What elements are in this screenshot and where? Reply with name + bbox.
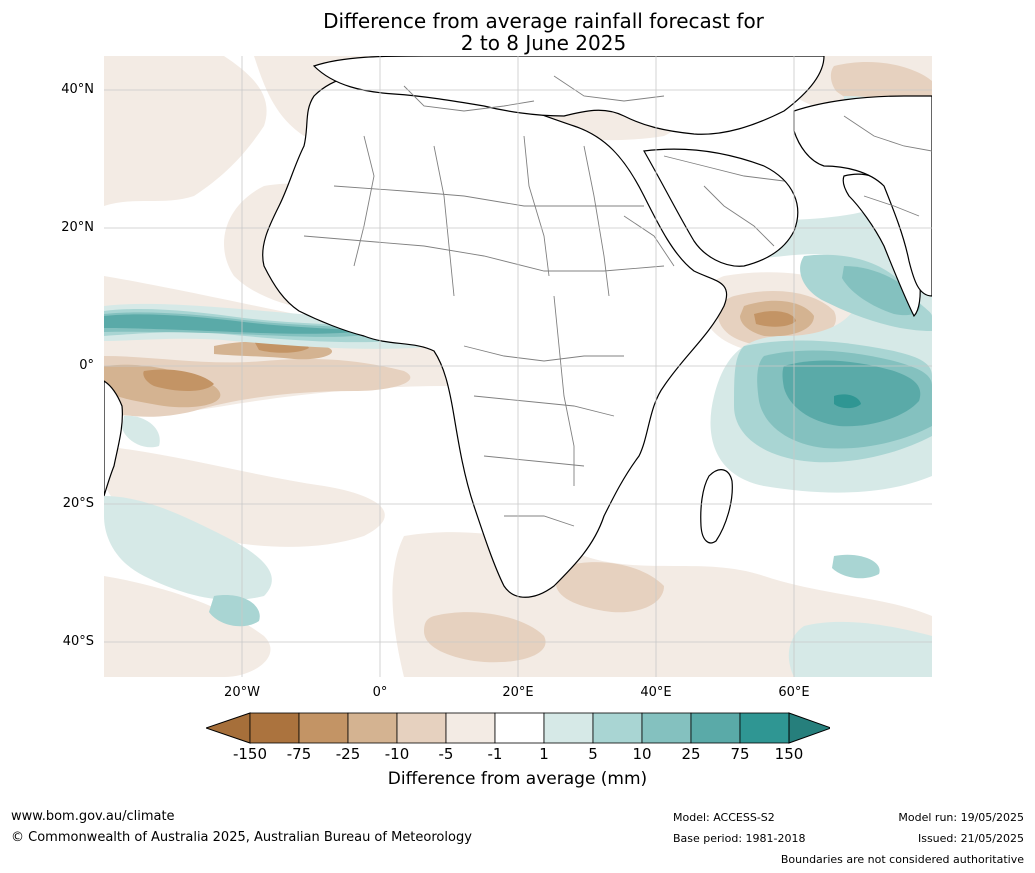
africa-landmass [262,73,728,598]
colorbar-tick-label: 75 [730,745,750,763]
country-borders [303,75,932,527]
colorbar-tick-label: -25 [335,745,361,763]
lon-label-0: 0° [372,685,388,700]
map-svg [104,56,932,677]
colorbar-tick-label: 25 [681,745,701,763]
lon-label-60e: 60°E [778,685,810,700]
colorbar-segment [739,712,790,744]
colorbar-tick-label: 150 [774,745,804,763]
europe-landmass [312,56,825,135]
colorbar-tick-label: -75 [286,745,312,763]
colorbar-segment [249,712,300,744]
colorbar-segment [347,712,398,744]
map-title: Difference from average rainfall forecas… [0,10,1035,54]
colorbar-tick-label: 5 [588,745,598,763]
lon-label-40e: 40°E [640,685,672,700]
south-america-edge [104,380,123,497]
land-masses [104,56,932,598]
colorbar-segment [396,712,447,744]
colorbar-tick-label: -10 [384,745,410,763]
colorbar-tick-label: -1 [487,745,503,763]
colorbar [206,712,830,744]
colorbar-segment [298,712,349,744]
footer-issued: Issued: 21/05/2025 [917,832,1024,845]
lon-label-20w: 20°W [224,685,260,700]
lat-label-40s: 40°S [62,634,94,649]
colorbar-segment [543,712,594,744]
lat-label-20s: 20°S [62,496,94,511]
footer-model-run: Model run: 19/05/2025 [898,811,1024,824]
footer-website[interactable]: www.bom.gov.au/climate [11,809,175,824]
colorbar-segment [641,712,692,744]
colorbar-segment [592,712,643,744]
anomaly-wet-max [834,394,861,409]
lat-label-40n: 40°N [61,82,94,97]
colorbar-segment [445,712,496,744]
rainfall-anomaly-map [104,56,932,677]
colorbar-tick-label: 10 [632,745,652,763]
colorbar-arrow-high [788,712,830,744]
graticule [104,56,932,677]
arabia-landmass [643,148,799,267]
map-title-line2: 2 to 8 June 2025 [460,31,627,55]
asia-landmass [793,95,932,297]
map-title-line1: Difference from average rainfall forecas… [323,9,764,33]
footer-disclaimer: Boundaries are not considered authoritat… [780,853,1024,866]
lat-label-20n: 20°N [61,220,94,235]
madagascar-landmass [700,469,733,544]
colorbar-tick-label: -150 [232,745,268,763]
anomaly-wet-stronger [104,314,921,427]
footer-model: Model: ACCESS-S2 [673,811,775,824]
colorbar-arrow-low [206,712,251,744]
lat-label-0: 0° [79,358,94,373]
lon-label-20e: 20°E [502,685,534,700]
colorbar-title: Difference from average (mm) [387,769,648,789]
colorbar-tick-label: 1 [539,745,549,763]
colorbar-segment [690,712,741,744]
footer-copyright: © Commonwealth of Australia 2025, Austra… [11,830,472,845]
colorbar-tick-label: -5 [438,745,454,763]
colorbar-segment [494,712,545,744]
footer-base-period: Base period: 1981-2018 [673,832,806,845]
